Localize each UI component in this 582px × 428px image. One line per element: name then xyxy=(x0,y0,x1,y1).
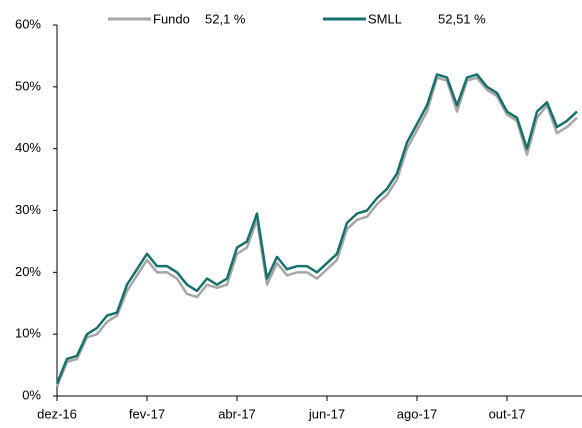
x-tick-label: fev-17 xyxy=(129,406,165,421)
y-tick-label: 0% xyxy=(22,387,41,402)
legend-label: Fundo xyxy=(153,11,190,26)
legend-value: 52,1 % xyxy=(205,11,246,26)
legend-label: SMLL xyxy=(368,11,402,26)
x-tick-label: ago-17 xyxy=(397,406,437,421)
legend-value: 52,51 % xyxy=(438,11,486,26)
y-tick-label: 10% xyxy=(15,326,41,341)
y-tick-label: 50% xyxy=(15,78,41,93)
series-line xyxy=(55,76,578,388)
y-tick-label: 30% xyxy=(15,202,41,217)
y-tick-label: 40% xyxy=(15,140,41,155)
y-tick-label: 60% xyxy=(15,16,41,31)
y-tick-label: 20% xyxy=(15,264,41,279)
x-tick-label: abr-17 xyxy=(218,406,256,421)
x-tick-label: out-17 xyxy=(489,406,526,421)
series-line xyxy=(55,73,578,385)
x-tick-label: dez-16 xyxy=(37,406,77,421)
x-tick-label: jun-17 xyxy=(308,406,345,421)
